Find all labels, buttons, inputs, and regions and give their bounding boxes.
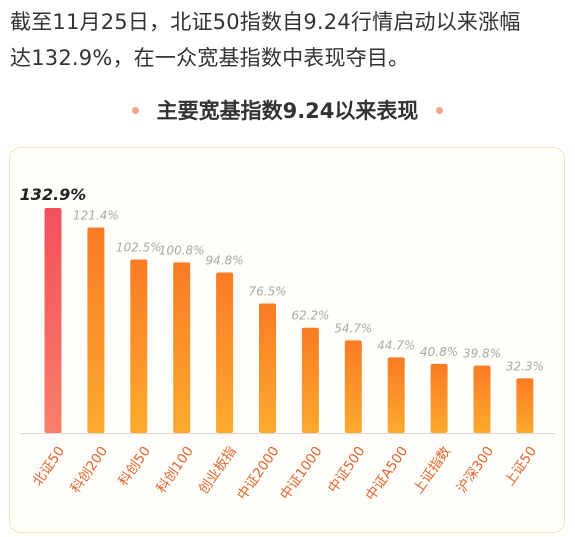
intro-line-1: 截至11月25日，北证50指数自9.24行情启动以来涨幅 — [10, 10, 521, 34]
title-dot-left — [131, 106, 139, 114]
value-label-2: 102.5% — [116, 240, 162, 254]
title-dot-right — [436, 106, 444, 114]
category-label-3: 科创100 — [153, 444, 196, 496]
category-label-8: 中证A500 — [363, 444, 412, 504]
bar-3 — [173, 262, 191, 433]
category-label-0: 北证50 — [30, 444, 68, 489]
bar-2 — [130, 259, 148, 433]
bar-4 — [216, 272, 234, 433]
bar-1 — [87, 227, 105, 433]
bar-7 — [344, 340, 362, 433]
value-label-5: 76.5% — [248, 284, 286, 298]
value-label-10: 39.8% — [463, 347, 501, 361]
bar-6 — [301, 327, 319, 433]
chart-title-row: 主要宽基指数9.24以来表现 — [0, 92, 575, 128]
category-label-2: 科创50 — [115, 444, 153, 489]
intro-text: 截至11月25日，北证50指数自9.24行情启动以来涨幅 达132.9%，在一众… — [10, 4, 570, 76]
value-label-7: 54.7% — [334, 321, 372, 335]
bar-0 — [44, 208, 62, 433]
bar-9 — [430, 363, 448, 433]
value-label-4: 94.8% — [206, 254, 244, 268]
intro-line-2: 达132.9%，在一众宽基指数中表现夺目。 — [10, 46, 410, 70]
category-label-11: 上证50 — [502, 444, 540, 489]
bar-8 — [387, 357, 405, 433]
category-label-5: 中证2000 — [234, 444, 282, 503]
value-label-0: 132.9% — [20, 185, 87, 204]
value-label-1: 121.4% — [73, 208, 119, 222]
category-label-9: 上证指数 — [410, 443, 454, 497]
category-label-6: 中证1000 — [277, 444, 325, 503]
value-label-11: 32.3% — [506, 359, 544, 373]
category-label-7: 中证500 — [325, 444, 368, 496]
chart-title: 主要宽基指数9.24以来表现 — [156, 99, 419, 123]
bar-10 — [473, 365, 491, 433]
category-label-10: 沪深300 — [454, 444, 497, 496]
category-label-4: 创业板指 — [196, 444, 240, 497]
value-label-9: 40.8% — [420, 345, 458, 359]
value-label-3: 100.8% — [159, 243, 205, 257]
category-label-1: 科创200 — [68, 444, 111, 496]
value-label-8: 44.7% — [377, 338, 415, 352]
value-label-6: 62.2% — [291, 309, 329, 323]
bar-11 — [516, 378, 534, 433]
bar-5 — [259, 303, 276, 433]
